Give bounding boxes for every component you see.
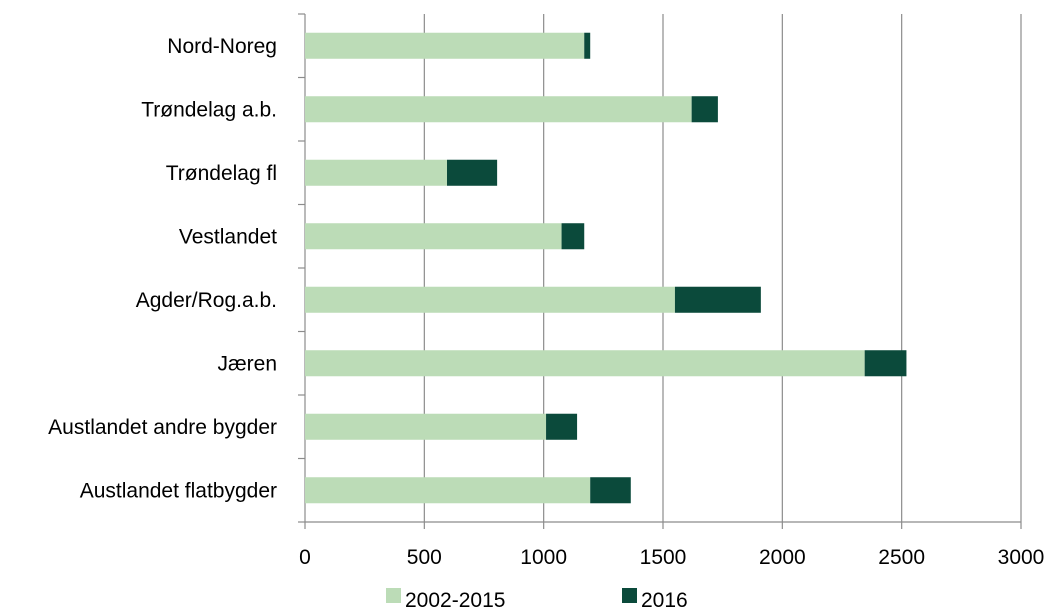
bar-base-4: [305, 286, 675, 313]
bar-base-6: [305, 413, 547, 440]
gridlines: [423, 14, 1022, 522]
category-label-7: Austlandet flatbygder: [80, 479, 277, 502]
x-tick-label-1000: 1000: [520, 546, 567, 569]
axes: [298, 13, 1022, 529]
bar-latest-5: [864, 350, 907, 377]
category-label-3: Vestlandet: [179, 225, 277, 248]
category-label-6: Austlandet andre bygder: [48, 416, 277, 439]
bar-latest-6: [546, 413, 578, 440]
x-tick-label-0: 0: [299, 546, 311, 569]
bar-latest-7: [590, 477, 631, 504]
bar-latest-0: [584, 32, 591, 59]
tick-labels: 0 500 1000 1500 2000 2500 3000: [299, 546, 1044, 569]
category-label-2: Trøndelag fl: [166, 162, 277, 185]
bar-base-3: [305, 223, 562, 250]
legend-label-2016: 2016: [641, 589, 688, 612]
legend-swatch-2016: [622, 588, 637, 603]
bar-base-1: [305, 96, 692, 123]
legend-swatch-2002-2015: [386, 588, 401, 603]
bars: [305, 32, 907, 504]
bar-latest-2: [447, 159, 498, 186]
bar-base-2: [305, 159, 448, 186]
category-label-4: Agder/Rog.a.b.: [136, 289, 277, 312]
x-tick-label-1500: 1500: [640, 546, 687, 569]
x-tick-label-2000: 2000: [759, 546, 806, 569]
bar-latest-1: [691, 96, 718, 123]
bar-latest-4: [674, 286, 761, 313]
bar-latest-3: [561, 223, 585, 250]
category-label-5: Jæren: [217, 352, 277, 375]
category-label-1: Trøndelag a.b.: [141, 98, 277, 121]
x-tick-label-3000: 3000: [998, 546, 1045, 569]
legend: 2002-2015 2016: [386, 588, 688, 612]
category-label-0: Nord-Noreg: [167, 35, 277, 58]
x-tick-label-500: 500: [407, 546, 442, 569]
bar-base-5: [305, 350, 865, 377]
bar-base-7: [305, 477, 591, 504]
bar-base-0: [305, 32, 585, 59]
legend-label-2002-2015: 2002-2015: [405, 589, 505, 612]
category-labels: Nord-Noreg Trøndelag a.b. Trøndelag fl Vest…: [48, 35, 277, 503]
x-tick-label-2500: 2500: [878, 546, 925, 569]
